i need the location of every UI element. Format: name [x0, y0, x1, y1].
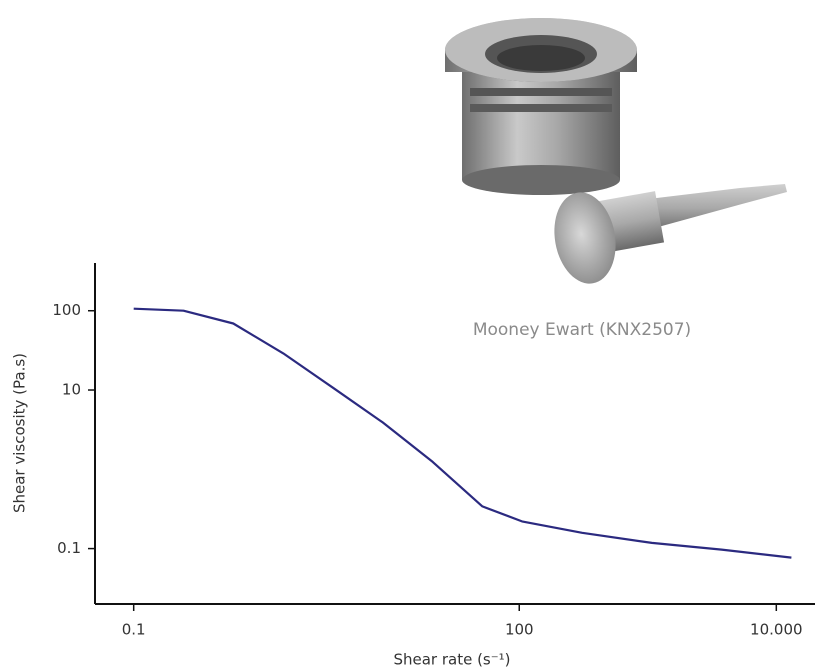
- line-series: [133, 307, 792, 559]
- product-image: [445, 18, 787, 284]
- x-axis-label: Shear rate (s⁻¹): [393, 651, 510, 669]
- annotation: Mooney Ewart (KNX2507): [473, 320, 691, 340]
- y-axis-label: Shear viscosity (Pa.s): [11, 353, 29, 513]
- x-tick-label: 0.1: [122, 621, 146, 639]
- y-tick-label: 10: [62, 381, 81, 399]
- x-tick-label: 100: [505, 621, 534, 639]
- x-tick-label: 10.000: [750, 621, 803, 639]
- y-tick-label: 0.1: [57, 539, 81, 557]
- y-tick-label: 100: [52, 301, 81, 319]
